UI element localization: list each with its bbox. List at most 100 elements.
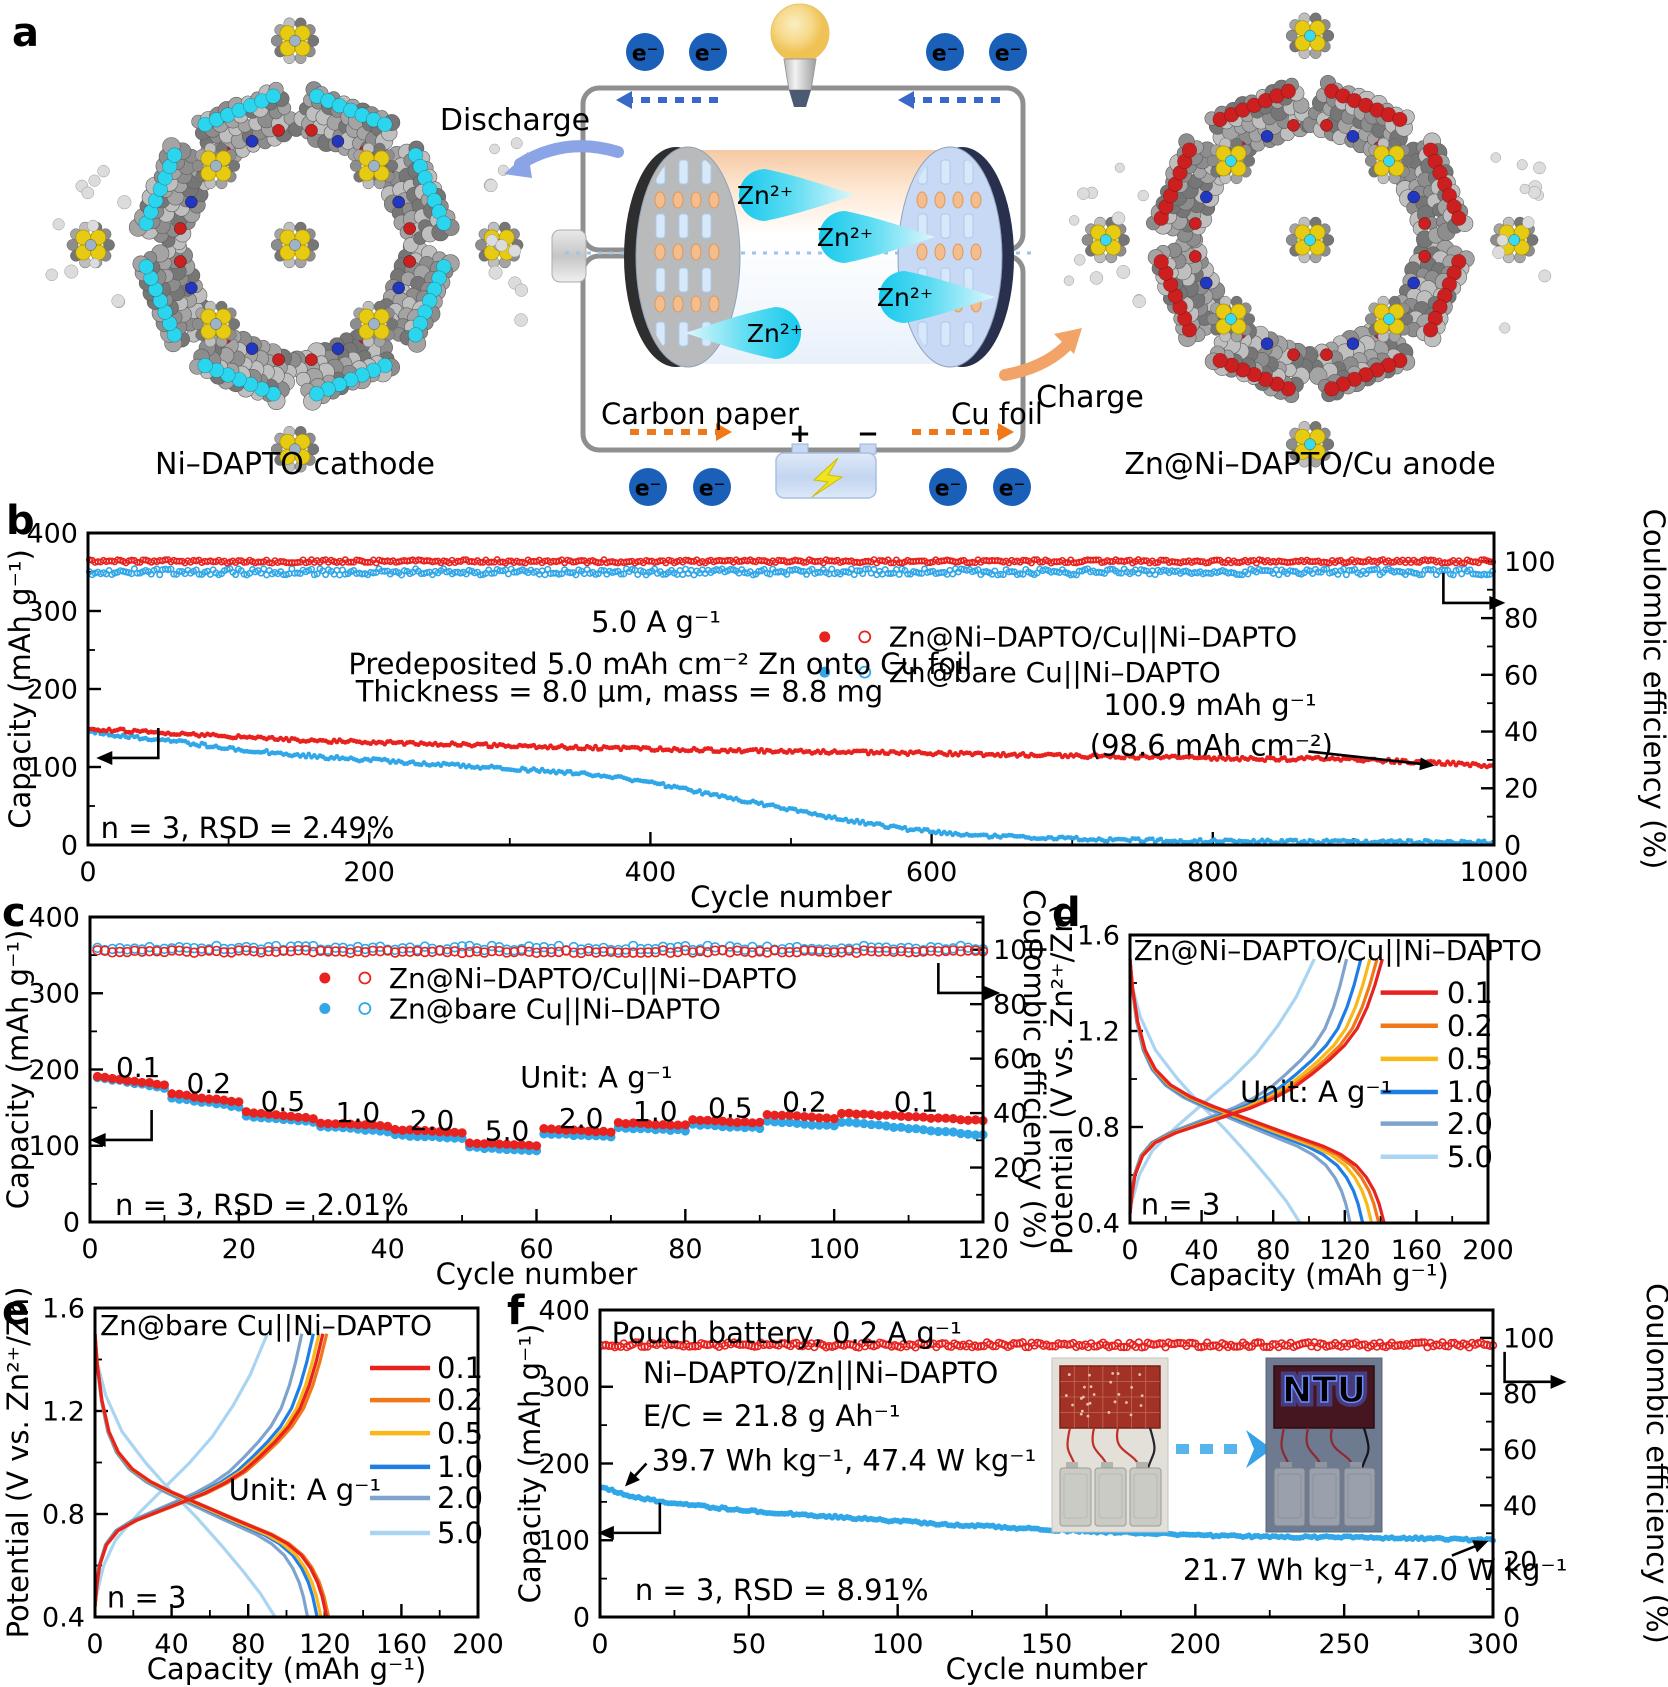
annotation: 0.5	[261, 1085, 306, 1118]
x-axis-label: Cycle number	[690, 880, 892, 914]
annotation: E/C = 21.8 g Ah⁻¹	[643, 1399, 901, 1433]
axes: 0 200 400 600 800 100001002003004000204060801…	[3, 509, 1668, 914]
porphyrin-node	[1364, 295, 1414, 343]
x-axis-label: Cycle number	[436, 1257, 638, 1291]
series-Zn@Ni–DAPTO/Cu||Ni–DAPTO capacity	[87, 726, 1495, 770]
svg-text:0.4: 0.4	[1077, 1208, 1120, 1239]
svg-text:0: 0	[573, 1602, 590, 1633]
porphyrin-node	[1206, 295, 1256, 343]
annotation: 100.9 mAh g⁻¹	[1103, 688, 1316, 722]
legend-label: 1.0	[437, 1450, 483, 1484]
accent-rod-atom	[1153, 254, 1169, 270]
led-text-glow: NTU	[1282, 1370, 1366, 1411]
svg-text:20: 20	[222, 1234, 256, 1265]
led-text: NTU	[1282, 1370, 1366, 1411]
metal-center-atom	[289, 34, 301, 47]
accent-rod-atom	[309, 386, 325, 402]
svg-text:0: 0	[81, 1234, 98, 1265]
pouch-cell	[1343, 1467, 1376, 1527]
lightning-icon	[811, 457, 844, 498]
porphyrin-node	[349, 142, 399, 190]
carbon-paper-label: Carbon paper	[601, 397, 799, 431]
electron-icon: e⁻	[929, 468, 967, 506]
porphyrin-node	[270, 221, 320, 269]
panel-label-f: f	[507, 1288, 525, 1334]
cell-terminal-stub	[551, 229, 587, 283]
charge-label: Charge	[1036, 380, 1144, 415]
electron-icon: e⁻	[693, 468, 731, 506]
svg-text:100: 100	[808, 1234, 860, 1265]
legend-label: 5.0	[1447, 1140, 1493, 1174]
accent-rod-atom	[436, 215, 452, 231]
accent-rod-atom	[1212, 352, 1228, 369]
cathode-molecular-structure	[45, 17, 529, 473]
metal-center-atom	[84, 239, 97, 251]
svg-text:1.2: 1.2	[42, 1396, 85, 1427]
molecule-stack-cluster	[287, 318, 401, 411]
metal-center-atom	[368, 160, 380, 172]
annotation: Unit: A g⁻¹	[229, 1473, 381, 1507]
legend-label: 2.0	[437, 1481, 483, 1515]
accent-rod-atom	[138, 259, 154, 275]
annotation: n = 3, RSD = 2.49%	[101, 811, 395, 845]
accent-rod-atom	[407, 327, 424, 343]
metal-center-atom	[1304, 29, 1316, 42]
discharge-arrow	[504, 140, 624, 178]
svg-text:0: 0	[61, 830, 78, 861]
svg-text:40: 40	[1504, 717, 1538, 748]
annotation: 2.0	[410, 1104, 455, 1137]
svg-text:120: 120	[957, 1234, 1009, 1265]
svg-text:e⁻: e⁻	[632, 42, 659, 67]
legend-label: 0.1	[437, 1351, 483, 1385]
svg-text:200: 200	[26, 674, 78, 705]
right-y-axis-label: Coulombic efficiency (%)	[1640, 1283, 1668, 1644]
annotation: 0.2	[782, 1086, 827, 1119]
porphyrin-node	[1206, 137, 1256, 185]
led-board-on	[1273, 1365, 1375, 1429]
panel-label-c: c	[2, 890, 26, 936]
electron-flow-arrow	[616, 91, 718, 109]
annotation: 39.7 Wh kg⁻¹, 47.4 W kg⁻¹	[652, 1444, 1036, 1478]
annotation: Unit: A g⁻¹	[1240, 1075, 1392, 1109]
accent-rod-atom	[377, 116, 393, 133]
annotation: Unit: A g⁻¹	[520, 1060, 672, 1094]
annotation: Pouch battery, 0.2 A g⁻¹	[612, 1316, 962, 1350]
legend-label: Zn@Ni–DAPTO/Cu||Ni–DAPTO	[889, 621, 1297, 654]
light-bulb-icon	[770, 3, 830, 107]
battery-plus-label: +	[789, 419, 811, 449]
svg-text:100: 100	[28, 1131, 80, 1162]
gcd-curve-0.1	[93, 1333, 329, 1618]
svg-text:0: 0	[993, 1207, 1010, 1238]
right-y-axis-label: Coulombic efficiency (%)	[1017, 889, 1051, 1250]
black-wire	[1360, 1427, 1370, 1469]
electron-icon: e⁻	[993, 468, 1031, 506]
svg-text:60: 60	[1503, 1435, 1537, 1466]
svg-text:40: 40	[1503, 1491, 1537, 1522]
charge-arrow	[999, 328, 1082, 381]
annotation: n = 3	[1141, 1187, 1221, 1221]
accent-rod-atom	[166, 147, 183, 163]
svg-text:0: 0	[1503, 1602, 1520, 1633]
zn-ion-icon: Zn²⁺	[685, 307, 803, 359]
electron-icon: e⁻	[989, 33, 1027, 71]
svg-text:400: 400	[625, 857, 677, 888]
charts-group: 0 200 400 600 800 100001002003004000204060801…	[1, 509, 1668, 1686]
annotation: Predeposited 5.0 mAh cm⁻² Zn onto Cu foi…	[348, 647, 972, 681]
panel-c-chart: 0 20 40 60 80 100 1200100200300400020406080100…	[1, 889, 1051, 1291]
porphyrin-node	[1364, 137, 1414, 185]
svg-text:0.4: 0.4	[42, 1602, 85, 1633]
svg-text:e⁻: e⁻	[699, 477, 726, 502]
svg-text:e⁻: e⁻	[695, 42, 722, 67]
cathode-structure-label: Ni–DAPTO cathode	[155, 447, 435, 482]
accent-rod-atom	[1280, 83, 1296, 99]
metal-center-atom	[1383, 313, 1395, 325]
annotation: 5.0 A g⁻¹	[591, 605, 721, 639]
legend: 0.10.20.51.02.05.0	[369, 1351, 483, 1550]
